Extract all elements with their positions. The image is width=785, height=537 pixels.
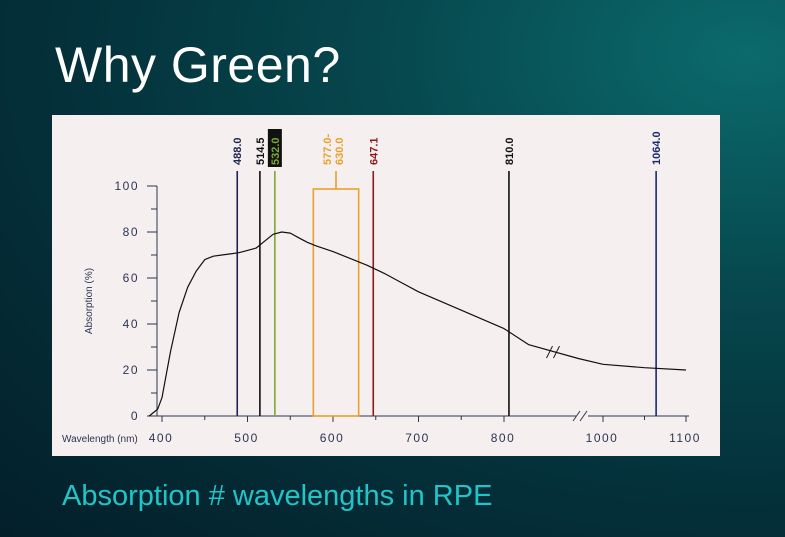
wavelength-marker-label: 630.0 [334,137,346,165]
x-tick-label: 1100 [669,431,701,445]
wavelength-marker-label: 488.0 [232,137,244,165]
absorption-chart-svg: 100 80 60 40 20 0 Absorption (%) 400 500 600 700 80… [62,129,701,445]
wavelength-marker-label: 647.1 [368,137,380,165]
wavelength-marker-label: 1064.0 [651,131,663,165]
y-tick-label: 100 [114,179,139,193]
wavelength-marker-label: 810.0 [504,137,516,165]
y-tick-label: 0 [131,409,139,423]
wavelength-marker-label: 532.0 [270,137,282,165]
y-tick-label: 20 [123,363,139,377]
wavelength-marker-label: 514.5 [255,137,267,165]
slide-title: Why Green? [55,37,341,93]
x-tick-label: 500 [234,431,259,445]
y-tick-label: 80 [123,225,139,239]
absorption-chart: 100 80 60 40 20 0 Absorption (%) 400 500 600 700 80… [52,115,720,456]
curve-break-mark [546,345,553,359]
wavelength-band-577-630 [312,188,360,417]
x-tick-label: 1000 [586,431,619,445]
x-axis-break-mark [579,410,588,422]
wavelength-marker-highlight [267,129,282,167]
y-tick-label: 40 [123,317,139,331]
absorption-curve [148,231,687,417]
x-tick-label: 700 [405,431,430,445]
wavelength-marker-label: 577.0- [322,133,334,165]
y-axis-title: Absorption (%) [84,268,95,334]
curve-break-mark [553,345,560,359]
x-tick-label: 600 [320,431,345,445]
x-axis-title: Wavelength (nm) [62,434,138,445]
x-tick-label: 400 [149,431,174,445]
x-tick-label: 800 [491,431,516,445]
x-axis-break-mark [572,410,581,422]
slide-caption: Absorption # wavelengths in RPE [62,480,493,512]
y-tick-label: 60 [123,271,139,285]
